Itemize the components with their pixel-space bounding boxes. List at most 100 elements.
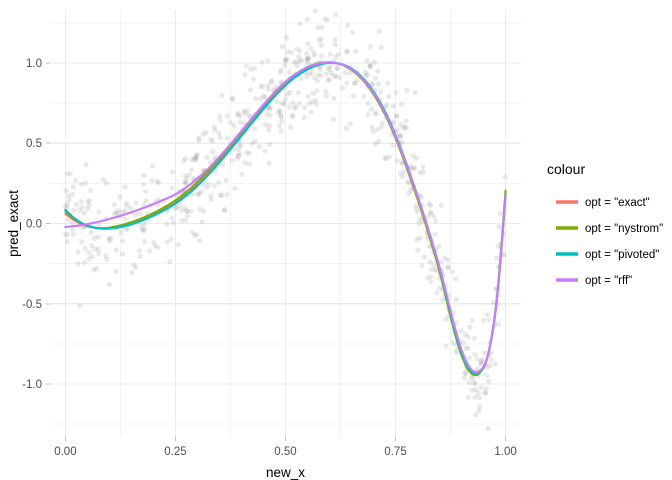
scatter-point — [288, 124, 294, 130]
scatter-point — [417, 170, 423, 176]
scatter-point — [242, 72, 248, 78]
scatter-point — [415, 247, 421, 253]
scatter-point — [301, 114, 307, 121]
scatter-point — [103, 253, 109, 259]
scatter-point — [85, 256, 92, 262]
scatter-point — [414, 209, 420, 215]
scatter-point — [297, 48, 303, 54]
scatter-point — [278, 113, 284, 119]
scatter-point — [308, 109, 314, 115]
scatter-point — [494, 255, 500, 261]
scatter-point — [294, 46, 300, 52]
scatter-point — [367, 64, 373, 70]
legend-item[interactable]: opt = "rff" — [556, 275, 632, 287]
scatter-point — [251, 126, 258, 132]
scatter-point — [65, 193, 71, 199]
scatter-point — [265, 86, 271, 92]
y-tick-label: 0.0 — [26, 219, 42, 231]
scatter-point — [394, 126, 401, 133]
scatter-point — [344, 80, 350, 86]
scatter-point — [417, 216, 423, 222]
scatter-point — [128, 205, 134, 211]
scatter-point — [284, 56, 290, 62]
scatter-point — [119, 251, 126, 257]
scatter-point — [261, 93, 267, 99]
scatter-point — [443, 343, 449, 349]
scatter-point — [406, 190, 412, 197]
scatter-point — [86, 203, 92, 209]
legend-items: opt = "exact" opt = "nystrom" opt = "pivot… — [556, 197, 663, 287]
scatter-point — [100, 177, 106, 183]
scatter-point — [327, 51, 334, 57]
scatter-point — [88, 229, 94, 235]
scatter-point — [201, 208, 207, 214]
scatter-point — [290, 100, 296, 106]
scatter-point — [198, 189, 204, 195]
scatter-point — [106, 282, 112, 288]
scatter-point — [149, 163, 155, 169]
scatter-point — [475, 390, 481, 396]
scatter-point — [91, 267, 97, 273]
scatter-point — [332, 54, 339, 60]
scatter-point — [229, 96, 235, 102]
legend-title: colour — [547, 161, 585, 177]
scatter-point — [83, 180, 89, 186]
scatter-point — [282, 57, 288, 64]
scatter-point — [278, 128, 284, 134]
scatter-point — [315, 72, 321, 78]
scatter-point — [481, 350, 487, 356]
scatter-point — [474, 356, 481, 363]
scatter-point — [169, 215, 175, 221]
scatter-point — [373, 141, 379, 147]
scatter-point — [223, 177, 229, 183]
scatter-point — [375, 81, 382, 87]
scatter-point — [332, 41, 339, 48]
scatter-point — [411, 165, 417, 171]
scatter-point — [403, 125, 410, 131]
scatter-point — [374, 126, 381, 132]
scatter-point — [326, 67, 333, 73]
scatter-point — [486, 317, 492, 323]
y-axis-title: pred_exact — [6, 190, 21, 257]
legend-item[interactable]: opt = "nystrom" — [556, 223, 663, 235]
scatter-point — [78, 199, 84, 205]
scatter-point — [438, 202, 444, 209]
scatter-point — [65, 217, 71, 223]
scatter-point — [266, 123, 273, 129]
scatter-point — [306, 71, 312, 77]
scatter-point — [113, 269, 119, 275]
scatter-point — [203, 184, 210, 190]
scatter-point — [403, 118, 409, 124]
scatter-point — [93, 266, 100, 272]
scatter-point — [365, 112, 371, 118]
scatter-point — [193, 232, 200, 238]
scatter-point — [350, 93, 357, 99]
scatter-point — [217, 113, 223, 119]
scatter-point — [182, 172, 189, 179]
scatter-point — [286, 104, 292, 110]
scatter-point — [490, 299, 497, 306]
scatter-point — [322, 16, 328, 22]
scatter-point — [229, 95, 235, 101]
scatter-point — [487, 362, 493, 369]
scatter-point — [189, 229, 195, 235]
scatter-point — [433, 268, 440, 274]
scatter-point — [461, 375, 468, 381]
scatter-point — [413, 202, 419, 208]
legend-item[interactable]: opt = "exact" — [556, 197, 650, 209]
scatter-point — [311, 75, 318, 81]
scatter-point — [378, 89, 384, 95]
scatter-point — [266, 105, 272, 112]
scatter-point — [450, 269, 456, 275]
scatter-point — [304, 59, 310, 65]
x-tick-label: 1.00 — [494, 446, 516, 458]
scatter-point — [119, 238, 126, 244]
legend-item[interactable]: opt = "pivoted" — [556, 249, 659, 261]
scatter-point — [133, 264, 139, 270]
scatter-point — [372, 110, 378, 116]
scatter-point — [390, 103, 396, 109]
scatter-point — [310, 90, 316, 96]
scatter-point — [414, 237, 420, 243]
scatter-point — [70, 227, 76, 233]
scatter-point — [340, 85, 346, 91]
